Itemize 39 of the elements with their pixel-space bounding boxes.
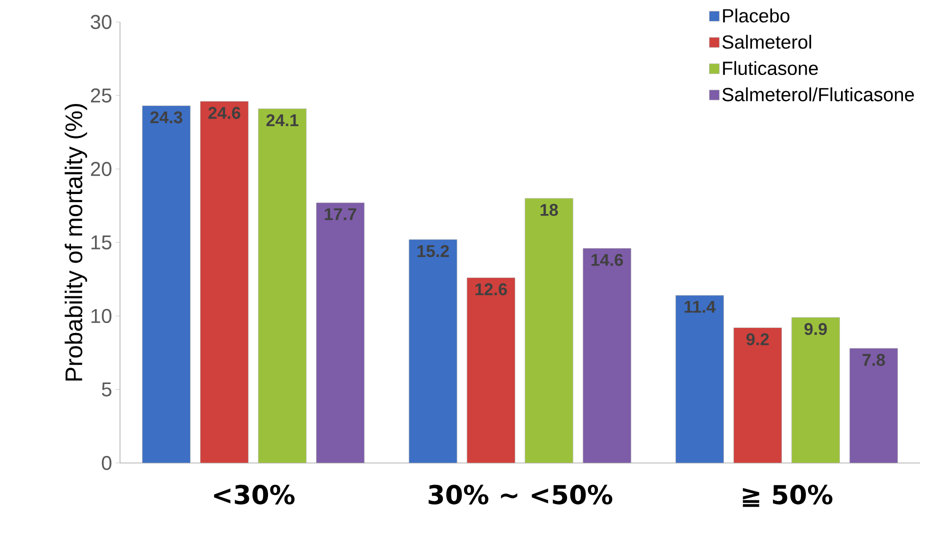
bar: [316, 202, 365, 464]
x-tick-label: 30% ~ <50%: [428, 484, 612, 504]
legend-label: Salmeterol: [722, 34, 812, 49]
bar: [142, 106, 191, 464]
data-label: 17.7: [324, 208, 356, 220]
legend-label: Placebo: [723, 8, 790, 23]
x-tick-label: ≧ 50%: [742, 484, 832, 507]
y-tick-label: 25: [90, 88, 112, 103]
bar: [733, 328, 782, 464]
bar: [524, 198, 574, 464]
data-label: 24.6: [208, 106, 240, 119]
y-tick-label: 15: [91, 236, 112, 250]
legend-label: Salmeterol/Fluticasone: [722, 87, 914, 102]
data-label: 11.4: [684, 300, 716, 313]
data-label: 14.6: [592, 254, 623, 266]
data-label: 15.2: [418, 245, 449, 258]
y-axis-title: Probability of mortality (%): [64, 104, 88, 381]
bar: [466, 278, 516, 464]
y-tick-label: 10: [91, 308, 112, 324]
x-tick-label: <30%: [214, 484, 295, 504]
data-label: 18: [540, 204, 558, 216]
data-label: 9.2: [746, 333, 769, 346]
bar: [791, 317, 840, 464]
data-label: 9.9: [804, 322, 827, 336]
data-label: 7.8: [862, 354, 885, 366]
bar: [258, 108, 307, 464]
data-label: 12.6: [476, 283, 507, 296]
y-tick-label: 0: [102, 456, 112, 470]
bar: [675, 295, 724, 464]
legend-label: Fluticasone: [723, 61, 818, 76]
bar: [408, 239, 458, 464]
bar: [582, 248, 632, 464]
bar: [200, 101, 249, 464]
y-tick-label: 20: [90, 162, 112, 176]
bar: [849, 348, 898, 464]
y-tick-label: 5: [102, 382, 112, 396]
data-label: 24.3: [150, 111, 182, 124]
data-label: 24.1: [266, 114, 298, 126]
y-tick-label: 30: [90, 14, 112, 30]
